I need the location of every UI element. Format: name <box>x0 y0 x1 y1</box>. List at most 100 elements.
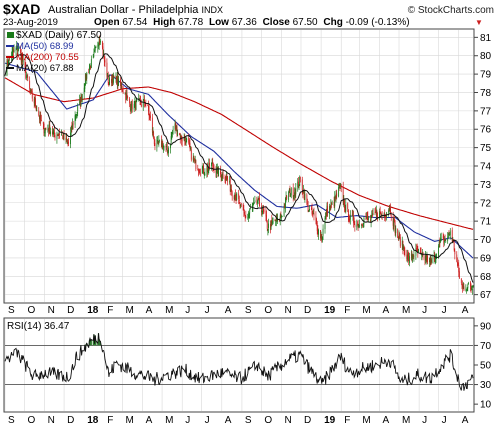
candle-body <box>70 132 71 145</box>
candle-body <box>11 50 13 56</box>
candle-body <box>98 41 100 47</box>
candle-body <box>47 128 49 130</box>
rsi-y-tick-label: 30 <box>480 380 492 391</box>
price-x-tick-label: 18 <box>87 305 99 316</box>
candle-body <box>361 223 363 226</box>
candle-body <box>99 40 101 42</box>
candle-body <box>316 222 318 231</box>
candle-body <box>471 289 473 291</box>
candle-body <box>190 148 192 149</box>
candle-body <box>416 247 418 251</box>
rsi-x-tick-label: O <box>264 415 272 426</box>
rsi-y-tick-label: 50 <box>480 361 492 372</box>
chart-header: $XAD Australian Dollar - Philadelphia IN… <box>3 1 494 28</box>
candle-body <box>122 89 123 92</box>
as-of-date: 23-Aug-2019 <box>3 17 58 28</box>
candle-body <box>461 284 463 286</box>
candle-body <box>288 189 290 191</box>
candle-body <box>43 123 45 134</box>
candle-body <box>71 125 73 130</box>
candle-body <box>311 207 313 214</box>
price-x-tick-label: A <box>146 305 153 316</box>
candle-body <box>307 203 308 204</box>
candle-body <box>438 241 440 245</box>
candle-body <box>286 195 288 200</box>
candle-body <box>217 166 219 177</box>
candle-body <box>377 215 378 218</box>
candle-body <box>63 133 65 140</box>
candle-body <box>84 85 86 89</box>
candle-body <box>243 209 245 213</box>
candle-body <box>402 240 404 250</box>
candle-body <box>194 159 195 161</box>
candle-body <box>124 93 126 95</box>
rsi-panel <box>3 317 475 413</box>
candle-body <box>462 285 464 288</box>
candle-body <box>310 208 312 210</box>
candle-body <box>347 203 349 209</box>
price-x-tick-label: D <box>67 305 74 316</box>
candle-body <box>271 220 273 222</box>
price-y-tick-label: 72 <box>480 198 492 209</box>
candle-body <box>266 215 267 221</box>
candle-body <box>358 226 360 228</box>
candle-body <box>83 87 85 95</box>
candle-body <box>326 205 328 216</box>
rsi-y-tick-label: 10 <box>480 400 492 411</box>
candle-body <box>342 186 344 203</box>
candle-body <box>181 139 183 142</box>
candle-body <box>100 40 101 43</box>
candle-body <box>331 202 333 204</box>
candle-body <box>231 189 232 192</box>
candle-body <box>145 103 147 105</box>
candle-body <box>347 210 349 220</box>
candle-body <box>122 91 124 93</box>
candle-body <box>72 123 73 129</box>
candle-body <box>465 288 467 291</box>
candle-body <box>426 254 428 261</box>
candle-body <box>439 240 441 243</box>
candle-body <box>293 195 295 199</box>
candle-body <box>49 125 51 134</box>
candle-body <box>143 98 145 101</box>
rsi-x-tick-label: F <box>107 415 113 426</box>
candle-body <box>340 184 342 188</box>
candle-body <box>240 204 242 206</box>
candle-body <box>357 223 359 229</box>
candle-body <box>429 258 430 263</box>
candle-body <box>63 133 64 139</box>
candle-body <box>235 198 237 200</box>
candle-body <box>70 126 72 132</box>
candle-body <box>142 101 144 107</box>
candle-body <box>354 224 356 227</box>
candle-body <box>94 47 96 51</box>
candle-body <box>234 195 236 199</box>
candle-body <box>290 188 292 195</box>
candle-body <box>88 67 90 73</box>
candle-body <box>295 187 297 195</box>
candle-body <box>211 162 213 163</box>
rsi-y-tick-label: 90 <box>480 321 492 332</box>
candle-body <box>457 261 458 266</box>
price-legend: $XAD (Daily) 67.50 MA(50) 68.99 MA(200) … <box>6 30 102 74</box>
candle-body <box>372 213 374 216</box>
candle-body <box>94 50 95 53</box>
candle-body <box>359 224 360 227</box>
candle-body <box>345 204 347 212</box>
candle-body <box>388 209 390 212</box>
candle-body <box>253 202 255 204</box>
candle-body <box>415 248 417 256</box>
candle-body <box>151 117 153 133</box>
candle-body <box>109 77 110 85</box>
rsi-label: RSI(14) 36.47 <box>7 321 70 332</box>
price-y-axis: 67 68 69 70 71 72 73 74 75 76 77 78 79 80 81 <box>474 33 492 301</box>
ma20-line-layer <box>4 53 474 283</box>
candle-body <box>149 115 151 119</box>
price-y-tick-label: 74 <box>480 162 492 173</box>
candle-body <box>338 187 340 197</box>
candle-body <box>270 221 272 230</box>
candle-body <box>161 142 163 148</box>
candle-body <box>211 162 212 167</box>
candle-body <box>39 114 41 120</box>
candle-body <box>431 259 432 263</box>
